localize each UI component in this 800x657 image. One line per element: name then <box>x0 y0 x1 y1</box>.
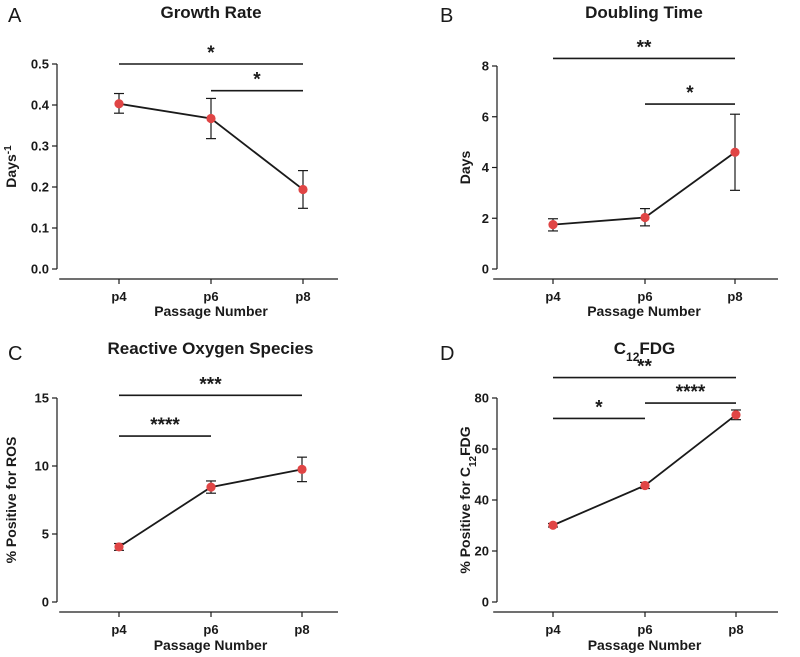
data-point <box>731 410 741 420</box>
panel-letter: C <box>8 343 22 365</box>
data-point <box>298 184 308 195</box>
y-tick-label: 2 <box>482 211 489 226</box>
y-axis-label-text: Days <box>457 151 473 185</box>
chart-panel-b: B Doubling Time 0 2 4 6 8 p4 p6 p8 Passage Number D… <box>440 3 778 319</box>
data-point <box>730 147 740 157</box>
data-point <box>548 219 558 230</box>
y-tick-label: 20 <box>475 544 489 559</box>
y-tick-label: 0 <box>482 262 489 277</box>
data-point <box>640 212 650 223</box>
x-tick-label: p4 <box>545 622 561 637</box>
significance-label: * <box>686 83 694 104</box>
x-tick-label: p6 <box>203 289 218 304</box>
x-tick-label: p8 <box>294 622 309 637</box>
chart-title: Growth Rate <box>160 3 261 22</box>
y-tick-label: 0 <box>42 595 49 610</box>
chart-panel-a: A Growth Rate 0.0 0.1 0.2 0.3 0.4 0.5 p4 p6 p8 Pass… <box>3 3 338 319</box>
chart-title: C12FDG <box>614 339 676 364</box>
x-axis-label: Passage Number <box>588 637 702 653</box>
y-tick-label: 80 <box>475 391 489 406</box>
chart-title: Doubling Time <box>585 3 703 22</box>
chart-title-main: C <box>614 339 626 358</box>
y-axis-label-pre: % Positive for C <box>457 467 473 574</box>
significance-label: * <box>253 70 261 91</box>
x-tick-label: p8 <box>728 622 743 637</box>
panel-letter: B <box>440 5 453 27</box>
chart-title-subscript: 12 <box>626 350 640 364</box>
significance-label: * <box>207 43 215 64</box>
y-tick-label: 0.4 <box>31 98 50 113</box>
significance-label: ** <box>637 357 652 378</box>
y-tick-label: 5 <box>42 527 49 542</box>
significance-label: **** <box>676 382 706 403</box>
data-point <box>548 520 558 530</box>
y-tick-label: 15 <box>35 391 49 406</box>
chart-panel-c: C Reactive Oxygen Species 0 5 10 15 p4 p6 p8 Pass… <box>3 339 338 653</box>
data-point <box>114 99 124 109</box>
x-tick-label: p6 <box>637 289 652 304</box>
y-tick-label: 60 <box>475 442 489 457</box>
panel-letter: A <box>8 5 22 27</box>
x-axis-label: Passage Number <box>154 637 268 653</box>
data-point <box>640 480 650 491</box>
y-axis-label-text: % Positive for ROS <box>3 437 19 564</box>
series-line <box>552 414 737 527</box>
x-tick-label: p8 <box>727 289 742 304</box>
chart-title-rest: FDG <box>639 339 675 358</box>
y-tick-label: 0.1 <box>31 221 49 236</box>
y-tick-label: 0.0 <box>31 262 49 277</box>
x-tick-label: p4 <box>545 289 561 304</box>
x-tick-label: p8 <box>295 289 310 304</box>
data-point <box>206 113 216 124</box>
y-axis-label-subscript: 12 <box>468 455 479 467</box>
y-tick-label: 0.2 <box>31 180 49 195</box>
x-axis-label: Passage Number <box>587 303 701 319</box>
y-axis-label-superscript: -1 <box>3 145 14 154</box>
data-point <box>114 542 124 552</box>
x-axis-label: Passage Number <box>154 303 268 319</box>
y-axis-label-post: FDG <box>457 426 473 456</box>
y-tick-label: 40 <box>475 493 489 508</box>
y-tick-label: 4 <box>482 160 490 175</box>
y-tick-label: 6 <box>482 109 489 124</box>
significance-label: ** <box>637 37 652 58</box>
significance-label: *** <box>199 374 222 395</box>
y-axis-label: Days-1 <box>3 145 20 188</box>
x-tick-label: p6 <box>203 622 218 637</box>
y-tick-label: 0.3 <box>31 139 49 154</box>
y-tick-label: 0 <box>482 595 489 610</box>
y-tick-label: 8 <box>482 59 489 74</box>
panel-letter: D <box>440 343 454 365</box>
y-axis-label: % Positive for ROS <box>3 437 19 564</box>
y-axis-label: % Positive for C12FDG <box>457 426 479 573</box>
y-tick-label: 0.5 <box>31 57 49 72</box>
x-tick-label: p4 <box>111 622 127 637</box>
y-axis-label: Days <box>457 151 473 185</box>
x-tick-label: p6 <box>637 622 652 637</box>
data-point <box>206 482 216 492</box>
y-tick-label: 10 <box>35 459 49 474</box>
chart-title: Reactive Oxygen Species <box>107 339 313 358</box>
y-axis-label-text: Days <box>3 154 19 188</box>
significance-label: **** <box>150 415 180 436</box>
data-point <box>297 464 307 474</box>
significance-label: * <box>595 397 603 418</box>
x-tick-label: p4 <box>111 289 127 304</box>
